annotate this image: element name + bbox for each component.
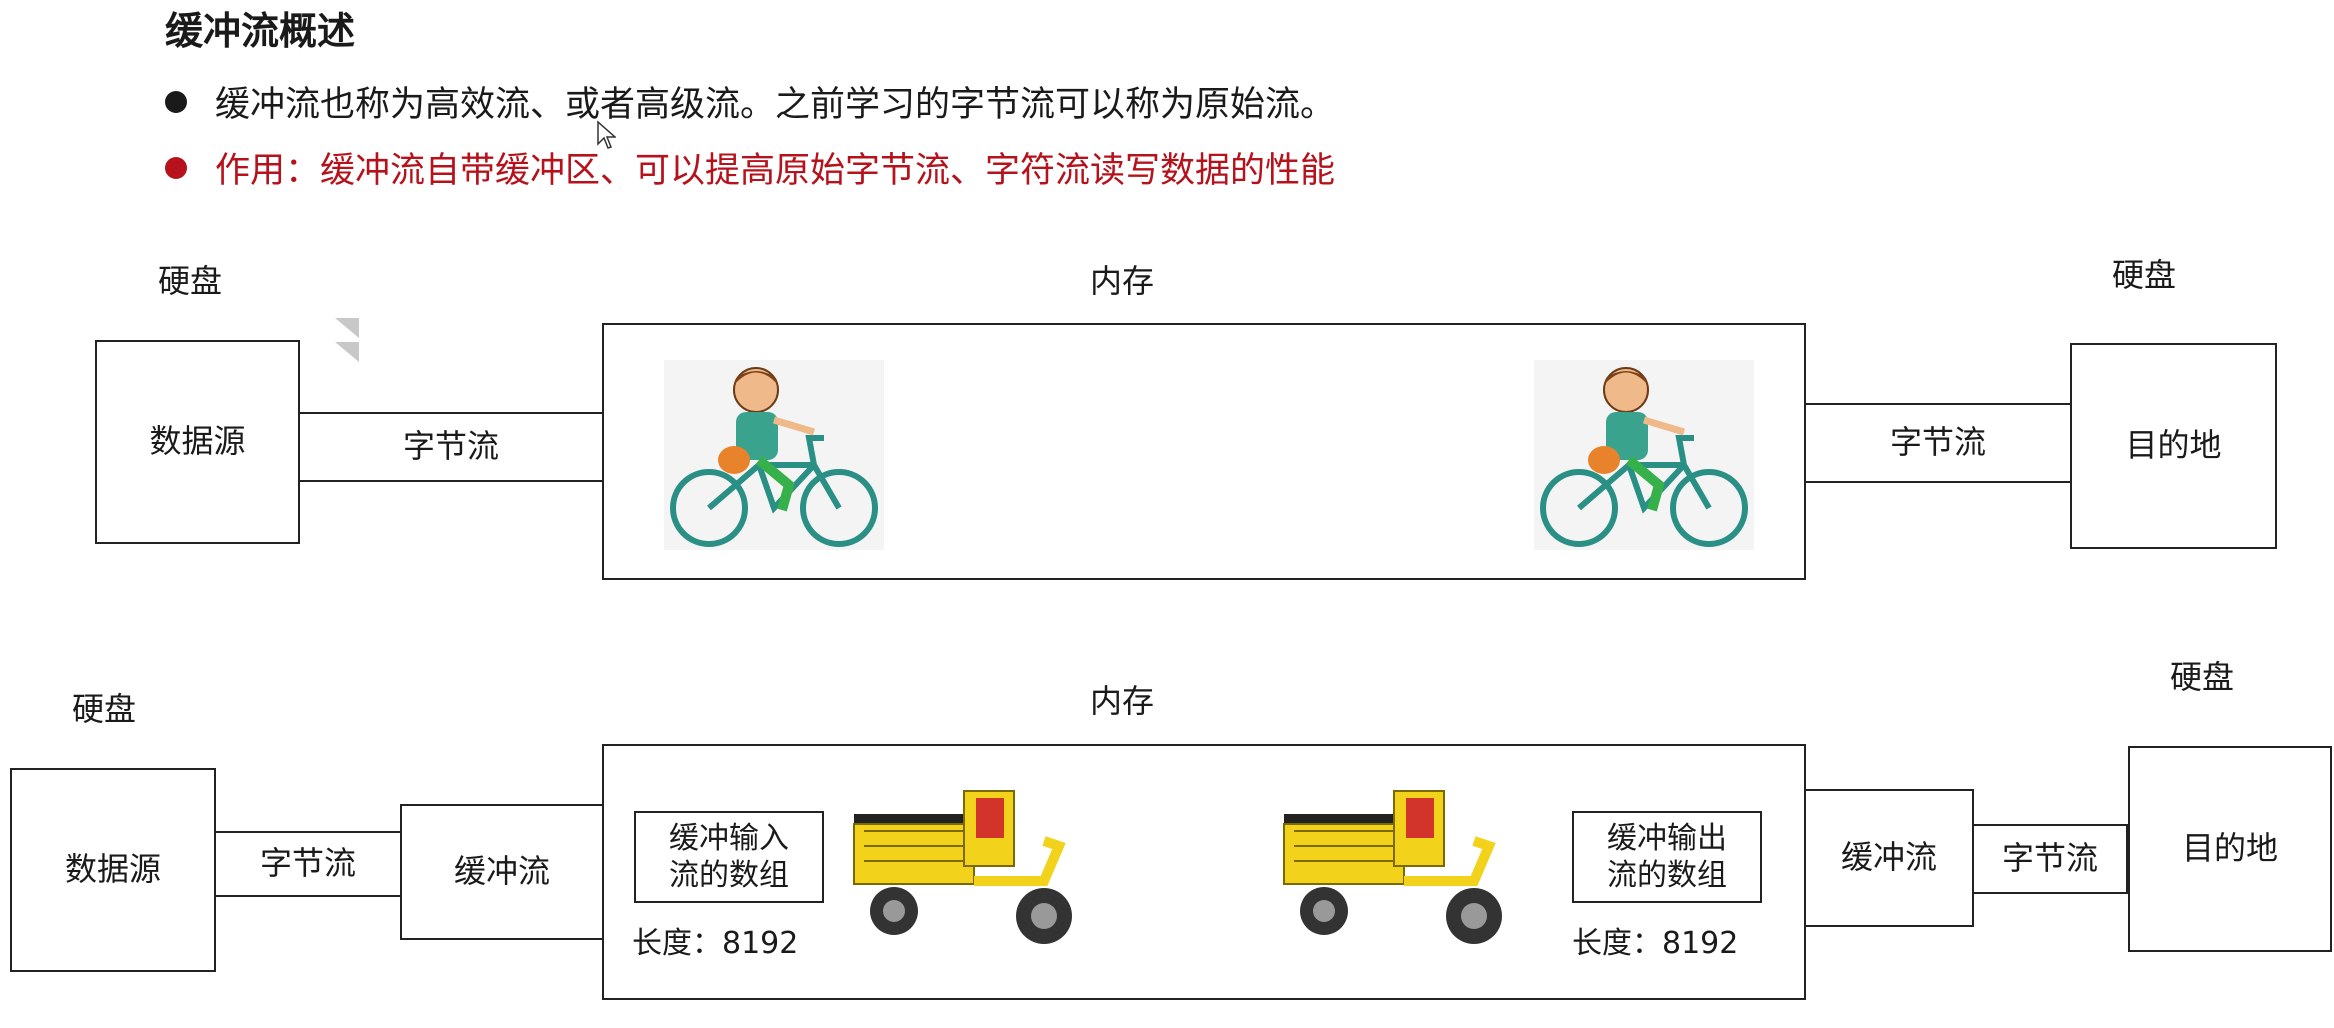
byte-stream-label: 字节流 <box>402 427 499 466</box>
bicycle-rider-icon <box>664 360 884 550</box>
byte-stream-label: 字节流 <box>259 844 356 883</box>
destination-box: 目的地 <box>2128 746 2332 952</box>
buffer-stream-label: 缓冲流 <box>1840 838 1937 877</box>
bullet-text: 作用：缓冲流自带缓冲区、可以提高原始字节流、字符流读写数据的性能 <box>215 151 1336 191</box>
input-buffer-array-label: 缓冲输入 流的数组 <box>669 820 789 894</box>
chevron-down-icon <box>335 318 359 362</box>
byte-stream-label: 字节流 <box>2001 839 2098 878</box>
output-buffer-array-box: 缓冲输出 流的数组 <box>1572 811 1762 903</box>
byte-stream-box-right: 字节流 <box>1804 403 2072 483</box>
memory-box <box>602 323 1806 580</box>
bullet-definition: 缓冲流也称为高效流、或者高级流。之前学习的字节流可以称为原始流。 <box>165 76 1335 127</box>
cargo-tricycle-icon <box>853 790 1072 944</box>
data-source-box: 数据源 <box>10 768 216 972</box>
bullet-purpose: 作用：缓冲流自带缓冲区、可以提高原始字节流、字符流读写数据的性能 <box>165 142 1335 193</box>
memory-label: 内存 <box>1090 682 1155 720</box>
byte-stream-label: 字节流 <box>1889 423 1986 462</box>
memory-box: 缓冲输入 流的数组 长度：8192 缓冲输出 流的数组 长度：8192 <box>602 744 1806 1000</box>
disk-label-left: 硬盘 <box>158 262 223 300</box>
disk-label-right: 硬盘 <box>2170 658 2235 696</box>
byte-stream-box-left: 字节流 <box>214 831 402 897</box>
page-title: 缓冲流概述 <box>165 9 356 53</box>
output-buffer-length: 长度：8192 <box>1572 926 1739 961</box>
mouse-cursor-icon <box>597 120 616 149</box>
destination-label: 目的地 <box>2181 829 2278 868</box>
bullet-dot <box>165 90 187 113</box>
byte-stream-box-left: 字节流 <box>298 412 604 482</box>
destination-label: 目的地 <box>2125 426 2222 465</box>
memory-label: 内存 <box>1090 262 1155 300</box>
buffer-stream-box-right: 缓冲流 <box>1804 789 1974 927</box>
buffer-stream-box-left: 缓冲流 <box>400 804 604 940</box>
bullet-dot <box>165 156 187 179</box>
data-source-label: 数据源 <box>64 850 161 889</box>
data-source-box: 数据源 <box>95 340 300 544</box>
cargo-tricycle-icon <box>1283 790 1502 944</box>
input-buffer-array-box: 缓冲输入 流的数组 <box>634 811 824 903</box>
bicycle-rider-icon <box>1534 360 1754 550</box>
data-source-label: 数据源 <box>149 422 246 461</box>
byte-stream-box-right: 字节流 <box>1972 824 2128 894</box>
destination-box: 目的地 <box>2070 343 2277 549</box>
disk-label-right: 硬盘 <box>2112 256 2177 294</box>
output-buffer-array-label: 缓冲输出 流的数组 <box>1607 820 1727 894</box>
disk-label-left: 硬盘 <box>72 690 137 728</box>
bullet-text: 缓冲流也称为高效流、或者高级流。之前学习的字节流可以称为原始流。 <box>215 85 1336 125</box>
input-buffer-length: 长度：8192 <box>632 926 799 961</box>
buffer-stream-label: 缓冲流 <box>453 852 550 891</box>
